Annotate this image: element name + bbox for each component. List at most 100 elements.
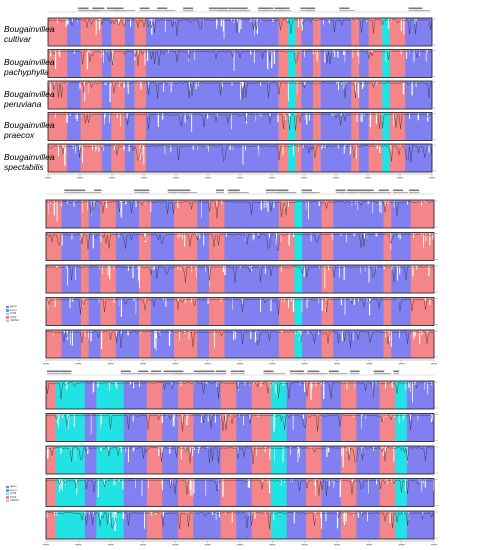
gene-annotation-label [171,189,182,192]
conservation-region [301,144,314,172]
species-panel [47,143,436,173]
legend-item: UTR [6,312,19,316]
conservation-region [333,200,384,228]
species-panel [47,17,436,47]
conservation-region [305,381,322,409]
legend-label: gene [10,304,17,308]
conservation-region [251,446,272,474]
conservation-region [288,112,296,141]
conservation-region [193,478,221,507]
conservation-region [368,144,383,172]
conservation-region [177,446,194,474]
conservation-region [162,478,179,507]
conservation-region [220,381,237,409]
conservation-region [145,112,279,141]
conservation-region [382,49,391,78]
conservation-region [220,413,237,442]
epithet-name: spectabilis [4,162,44,172]
gene-annotation-label [219,7,228,10]
conservation-region [321,330,334,358]
conservation-region [389,112,406,141]
conservation-region [294,297,303,326]
conservation-region [88,232,101,261]
conservation-region [84,381,97,409]
conservation-region [321,478,342,507]
conservation-region [197,200,210,228]
conservation-region [84,478,97,507]
conservation-region [333,330,384,358]
conservation-region [236,446,252,474]
conservation-region [356,478,380,507]
conservation-region [115,265,140,293]
x-axis-tick-label [334,544,340,546]
species-label-cultivar: Bougainvillea cultivar [4,24,55,44]
conservation-region [368,112,383,141]
conservation-region [302,330,322,358]
species-label-spectabilis: Bougainvillea spectabilis [4,152,55,172]
gene-annotation-label [138,370,149,373]
legend-block-2: gene exon UTR CNS mRNA [6,304,19,323]
conservation-region [288,144,296,172]
x-axis-tick-label [107,544,114,546]
panel-border [47,80,433,110]
legend-swatch [6,316,9,319]
conservation-region [395,413,408,442]
conservation-region [88,265,101,293]
conservation-region [124,112,135,141]
conservation-region [312,144,321,172]
gene-annotation-label [378,189,389,192]
conservation-region [321,413,342,442]
conservation-region [288,18,296,46]
x-axis-tick-label [77,177,83,179]
conservation-region [305,413,322,442]
gene-annotation-label [173,370,184,373]
gene-annotation-label [180,189,191,192]
conservation-region [340,381,357,409]
conservation-region [302,265,322,293]
conservation-region [389,81,406,109]
legend-label: UTR [10,491,17,496]
conservation-region [124,49,135,78]
conservation-region [410,232,435,261]
gene-annotation-label [274,7,285,10]
conservation-region [312,49,321,78]
gene-annotation-label [258,7,269,10]
gene-annotation-label [238,370,245,373]
conservation-region [383,265,392,293]
conservation-region [193,446,221,474]
x-axis-tick-label [301,177,307,179]
panel-border [45,199,435,229]
x-axis-tick-label [204,363,211,365]
gene-annotation-label [392,189,403,192]
conservation-region [340,413,357,442]
conservation-region [320,18,352,46]
conservation-region [406,413,435,442]
alignment-block-2 [43,189,438,365]
alignment-block-3 [43,370,438,546]
conservation-region [134,81,147,109]
panel-border [45,445,435,475]
panel-border [45,380,435,410]
conservation-region [251,478,272,507]
conservation-region [80,200,89,228]
conservation-region [405,81,433,109]
conservation-region [100,265,117,293]
legend-label: CNS [10,494,17,499]
legend-label: mRNA [10,318,19,323]
conservation-region [295,112,302,141]
conservation-region [177,413,194,442]
conservation-region [124,81,135,109]
conservation-region [88,330,101,358]
conservation-region [67,144,81,172]
legend-label: exon [10,487,17,492]
conservation-region [312,18,321,46]
x-axis-tick-label [43,544,49,546]
conservation-region [379,511,396,539]
panel-border [47,112,433,141]
species-panel [47,112,436,141]
legend-swatch [6,496,9,499]
conservation-region [88,200,101,228]
epithet-name: praecox [4,130,35,140]
legend-item: exon [6,487,19,493]
